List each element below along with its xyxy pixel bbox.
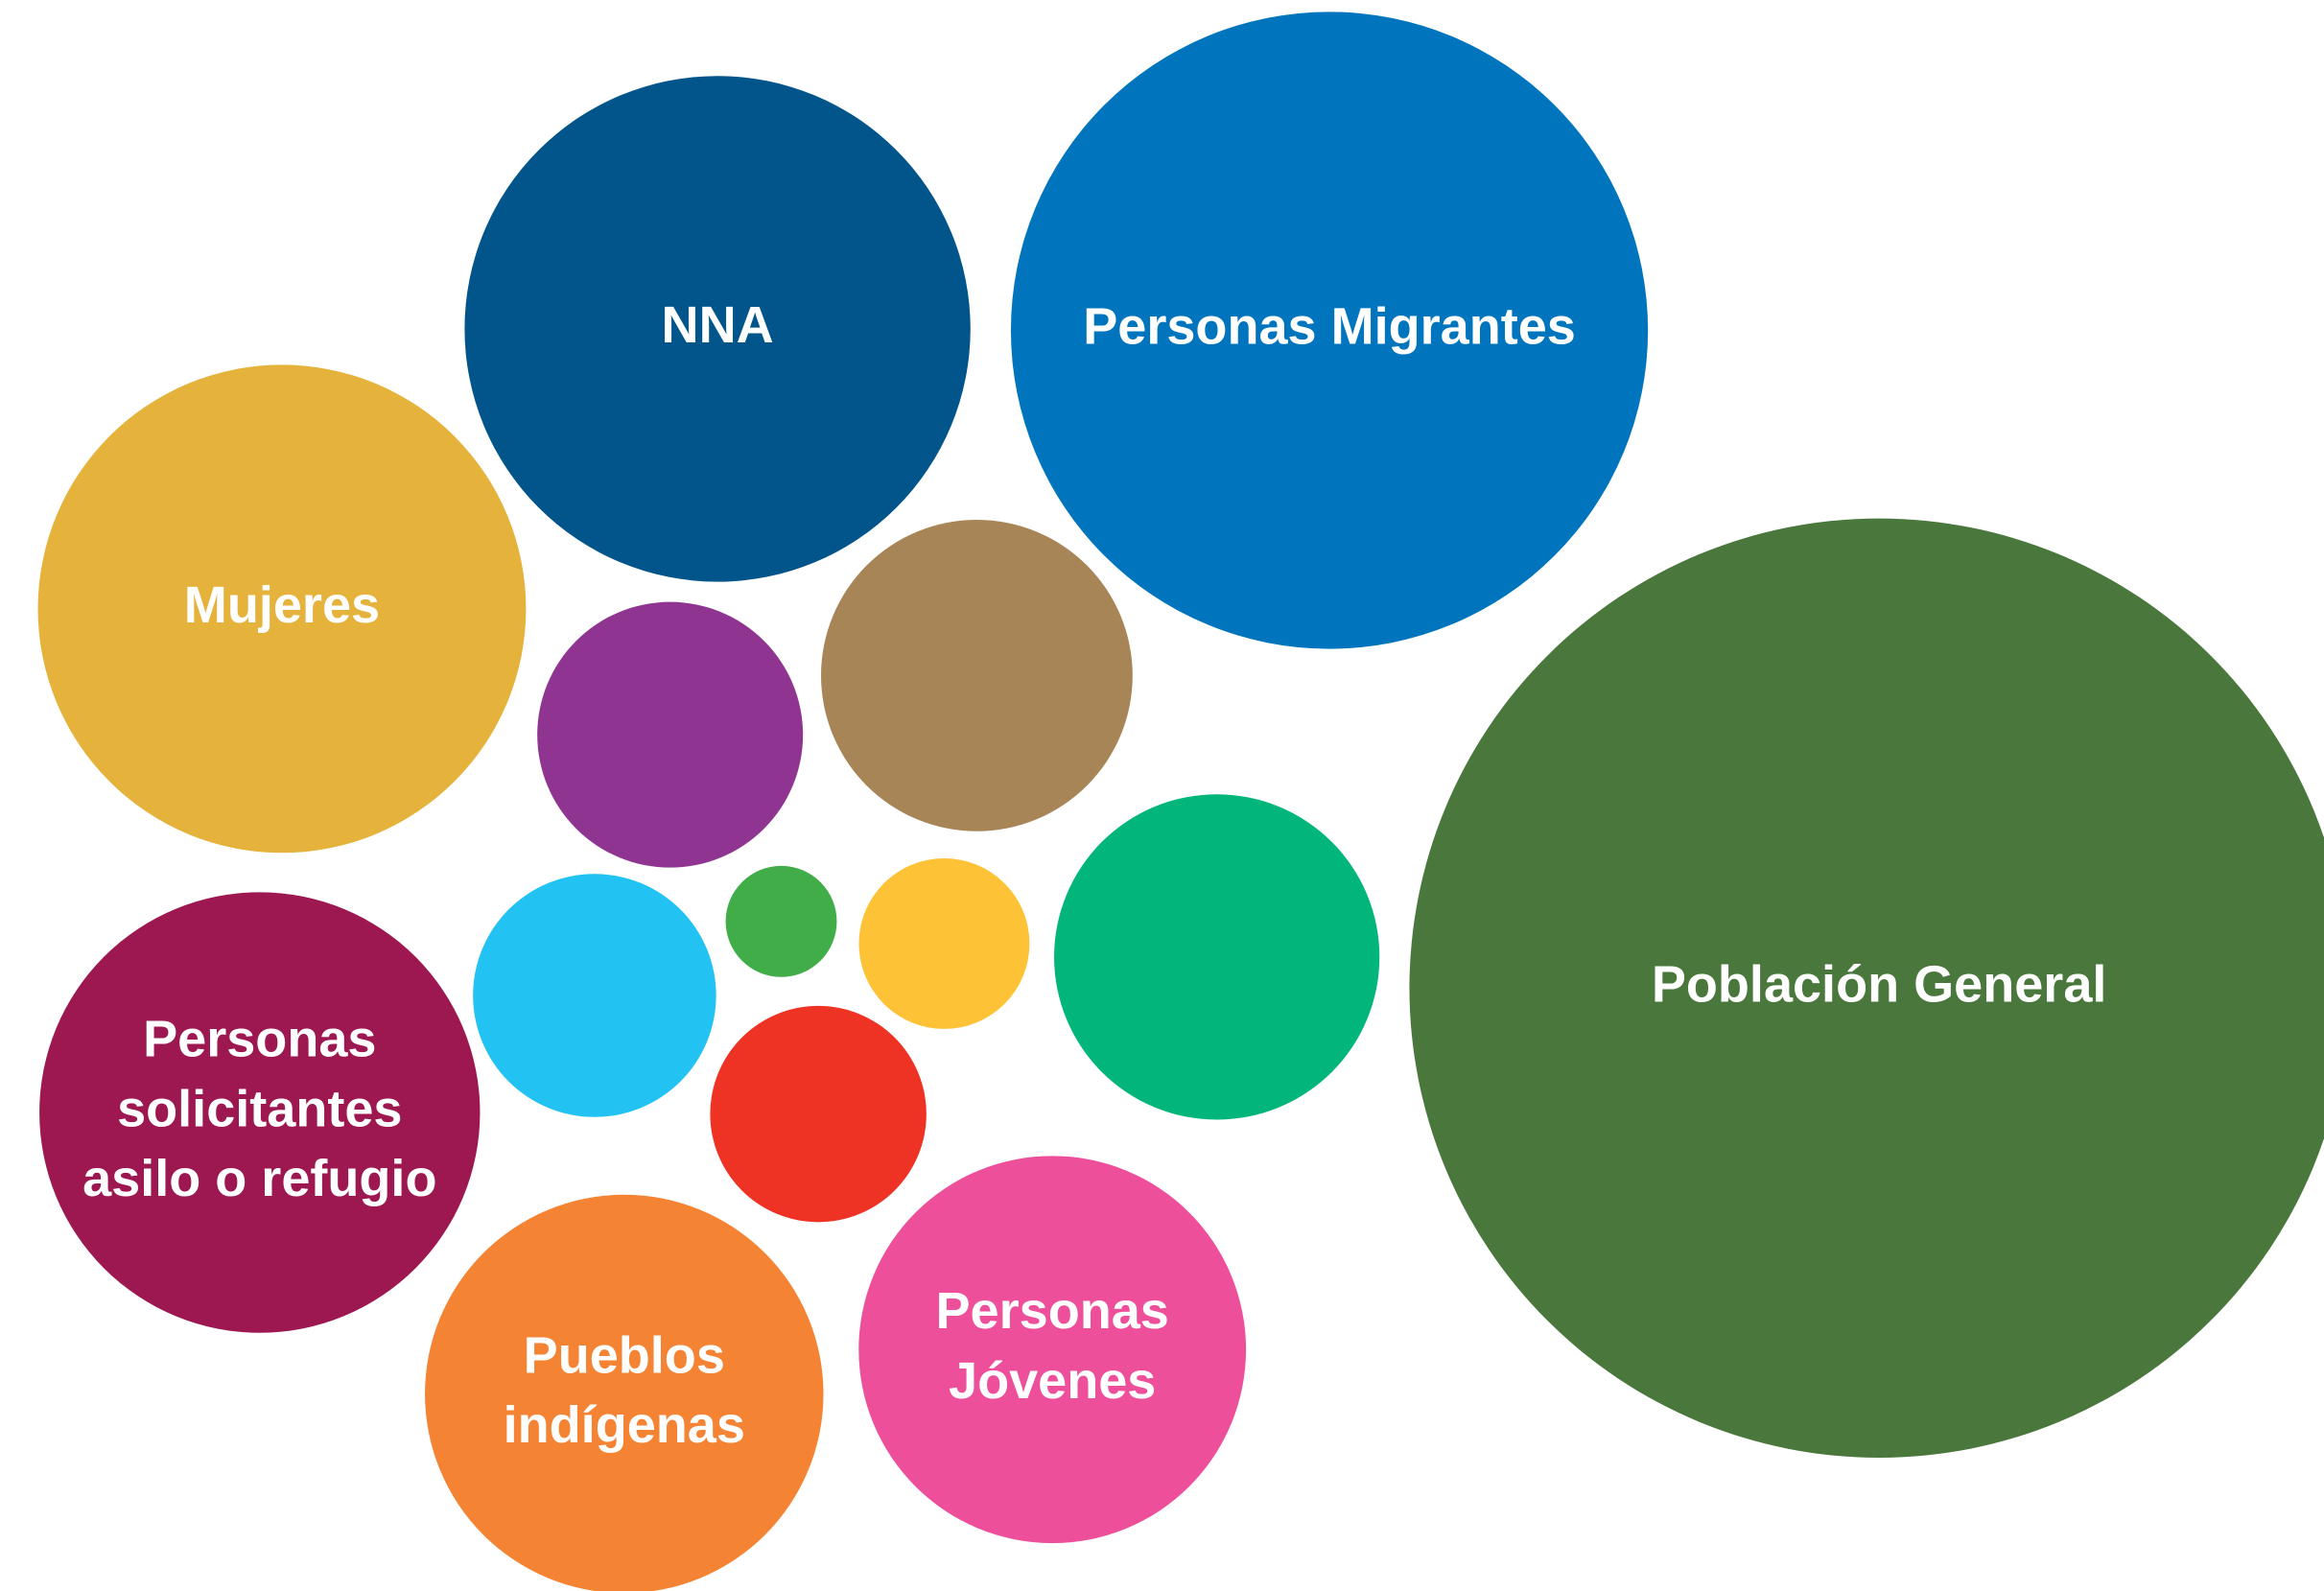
bubble-label: Jóvenes xyxy=(949,1352,1156,1410)
bubble-label: Mujeres xyxy=(184,576,380,634)
bubble xyxy=(1409,518,2324,1458)
bubble xyxy=(710,1005,927,1223)
bubble xyxy=(473,874,716,1117)
bubble xyxy=(37,364,527,854)
bubble-label: Población General xyxy=(1652,956,2107,1014)
bubble-label: Personas xyxy=(936,1282,1169,1340)
bubble xyxy=(1010,12,1649,649)
bubble-label: NNA xyxy=(662,296,774,354)
bubble-label: asilo o refugio xyxy=(82,1150,436,1207)
bubble xyxy=(858,1156,1247,1544)
bubble xyxy=(858,858,1030,1029)
bubble xyxy=(821,519,1133,831)
bubble-label: indígenas xyxy=(504,1396,745,1454)
bubble xyxy=(1054,794,1380,1120)
bubble xyxy=(464,76,971,582)
bubble-label: Pueblos xyxy=(524,1327,725,1385)
bubble-label: solicitantes xyxy=(117,1080,402,1137)
bubble xyxy=(537,601,804,868)
bubble xyxy=(39,892,481,1333)
bubble xyxy=(725,865,837,977)
bubble-label: Personas Migrantes xyxy=(1083,298,1576,356)
bubble-label: Personas xyxy=(143,1011,376,1068)
bubble xyxy=(425,1194,824,1591)
